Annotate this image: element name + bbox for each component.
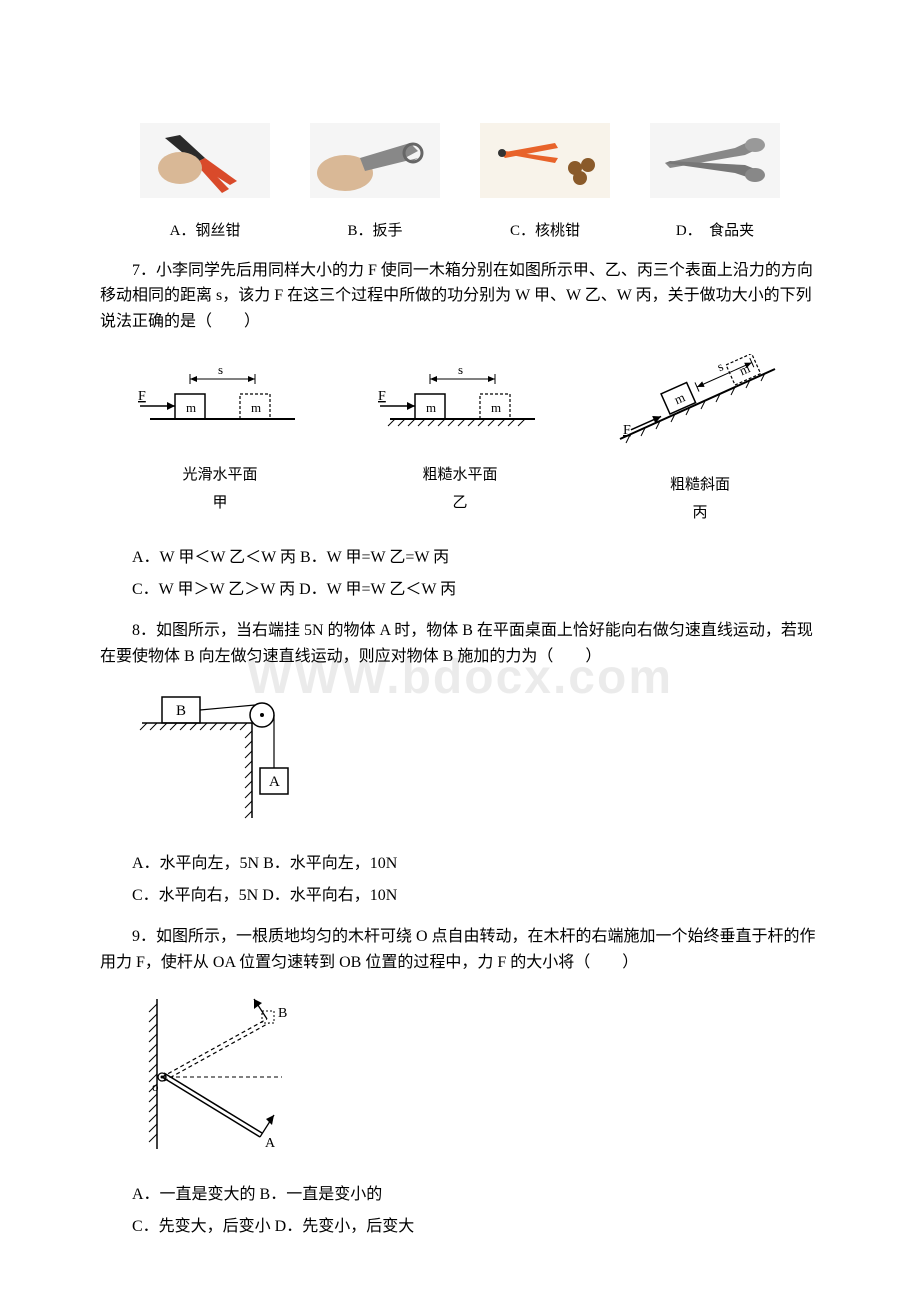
wrench-image xyxy=(310,120,440,200)
q7-diagrams: m m s F 光滑水平面 甲 xyxy=(100,354,820,525)
diagram-jia: m m s F 光滑水平面 甲 xyxy=(100,354,340,525)
diagram-label: 乙 xyxy=(340,491,580,515)
tool-label: D． 食品夹 xyxy=(676,223,754,239)
diagram-label: 丙 xyxy=(580,501,820,525)
surface-label: 粗糙斜面 xyxy=(580,473,820,497)
q6-tool-row xyxy=(100,120,820,208)
q7-options: A．W 甲＜W 乙＜W 丙 B．W 甲=W 乙=W 丙 C．W 甲＞W 乙＞W … xyxy=(132,545,820,602)
diagram-bing: m m s F xyxy=(580,354,820,525)
option-line: C．先变大，后变小 D．先变小，后变大 xyxy=(132,1214,820,1240)
q8-diagram: B A xyxy=(132,683,820,837)
option-line: A．水平向左，5N B．水平向左，10N xyxy=(132,851,820,877)
q8-options: A．水平向左，5N B．水平向左，10N C．水平向右，5N D．水平向右，10… xyxy=(132,851,820,908)
tool-label: A．钢丝钳 xyxy=(170,223,241,239)
label-a: A xyxy=(265,1136,276,1151)
nutcracker-image xyxy=(480,120,610,200)
svg-text:F: F xyxy=(138,389,146,404)
tool-label-item: B．扳手 xyxy=(290,218,460,244)
option-line: C．水平向右，5N D．水平向右，10N xyxy=(132,883,820,909)
svg-text:m: m xyxy=(186,400,196,415)
tool-item xyxy=(290,120,460,208)
surface-label: 粗糙水平面 xyxy=(340,463,580,487)
tool-label-item: C．核桃钳 xyxy=(460,218,630,244)
surface-label: 光滑水平面 xyxy=(100,463,340,487)
diagram-label: 甲 xyxy=(100,491,340,515)
tool-label: C．核桃钳 xyxy=(510,223,580,239)
label-b: B xyxy=(176,703,186,719)
food-tongs-image xyxy=(650,120,780,200)
svg-text:F: F xyxy=(378,389,386,404)
svg-text:s: s xyxy=(218,362,223,377)
tool-item xyxy=(120,120,290,208)
label-b: B xyxy=(278,1006,287,1021)
q7-text: 7．小李同学先后用同样大小的力 F 使同一木箱分别在如图所示甲、乙、丙三个表面上… xyxy=(100,258,820,335)
svg-text:m: m xyxy=(251,400,261,415)
option-line: A．W 甲＜W 乙＜W 丙 B．W 甲=W 乙=W 丙 xyxy=(132,545,820,571)
q9-text: 9．如图所示，一根质地均匀的木杆可绕 O 点自由转动，在木杆的右端施加一个始终垂… xyxy=(100,924,820,975)
diagram-yi: m m s F 粗糙水平面 乙 xyxy=(340,354,580,525)
svg-text:m: m xyxy=(491,400,501,415)
label-o: o xyxy=(152,1079,159,1094)
tool-label-item: D． 食品夹 xyxy=(630,218,800,244)
q6-label-row: A．钢丝钳 B．扳手 C．核桃钳 D． 食品夹 xyxy=(100,218,820,244)
page-content: A．钢丝钳 B．扳手 C．核桃钳 D． 食品夹 7．小李同学先后用同样大小的力 … xyxy=(100,120,820,1239)
svg-text:F: F xyxy=(623,423,631,438)
tool-label-item: A．钢丝钳 xyxy=(120,218,290,244)
svg-text:s: s xyxy=(458,362,463,377)
tool-item xyxy=(630,120,800,208)
svg-text:m: m xyxy=(426,400,436,415)
pliers-image xyxy=(140,120,270,200)
svg-text:m: m xyxy=(672,390,687,408)
q9-options: A．一直是变大的 B．一直是变小的 C．先变大，后变小 D．先变小，后变大 xyxy=(132,1182,820,1239)
option-line: A．一直是变大的 B．一直是变小的 xyxy=(132,1182,820,1208)
option-line: C．W 甲＞W 乙＞W 丙 D．W 甲=W 乙＜W 丙 xyxy=(132,577,820,603)
q9-diagram: o A B xyxy=(132,989,820,1168)
q8-text: 8．如图所示，当右端挂 5N 的物体 A 时，物体 B 在平面桌面上恰好能向右做… xyxy=(100,618,820,669)
tool-label: B．扳手 xyxy=(347,223,402,239)
svg-text:s: s xyxy=(715,359,726,375)
tool-item xyxy=(460,120,630,208)
label-a: A xyxy=(269,774,280,790)
